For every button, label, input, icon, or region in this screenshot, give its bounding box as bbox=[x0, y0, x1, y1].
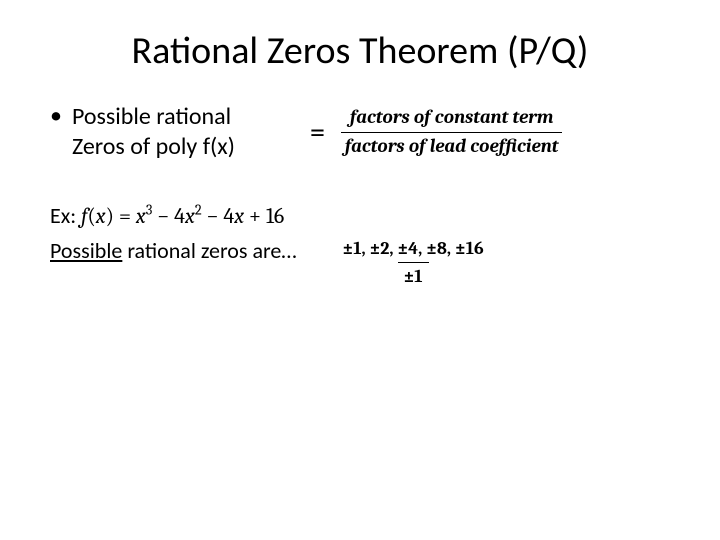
slide-title: Rational Zeros Theorem (P/Q) bbox=[50, 28, 670, 74]
poly-t2a: − 4 bbox=[152, 203, 185, 229]
example-label: Ex: bbox=[50, 202, 81, 229]
formula-numerator: factors of constant term bbox=[346, 106, 557, 132]
poly-close: ) = bbox=[106, 203, 136, 229]
result-numerator: ±1, ±2, ±4, ±8, ±16 bbox=[337, 237, 490, 262]
bullet-line2: Zeros of poly f(x) bbox=[72, 132, 235, 161]
possible-underline: Possible bbox=[50, 237, 122, 264]
bullet-marker: • bbox=[50, 102, 62, 131]
formula-fraction: factors of constant term factors of lead… bbox=[341, 106, 563, 159]
result-fraction: ±1, ±2, ±4, ±8, ±16 ±1 bbox=[337, 237, 490, 289]
poly-open: ( bbox=[87, 203, 95, 229]
poly-t3b: x bbox=[234, 203, 244, 229]
possible-label: Possible rational zeros are… bbox=[50, 237, 297, 264]
poly-t3: − 4 bbox=[202, 203, 235, 229]
result-denominator: ±1 bbox=[398, 262, 429, 288]
slide-content: • Possible rational Zeros of poly f(x) =… bbox=[50, 102, 670, 289]
bullet-text: Possible rational Zeros of poly f(x) bbox=[72, 102, 235, 162]
poly-t4: + 16 bbox=[244, 203, 284, 229]
poly-t2b: x bbox=[185, 203, 195, 229]
example-row: Ex: f(x) = x3 − 4x2 − 4x + 16 bbox=[50, 202, 670, 229]
definition-row: • Possible rational Zeros of poly f(x) =… bbox=[50, 102, 670, 162]
example-polynomial: f(x) = x3 − 4x2 − 4x + 16 bbox=[81, 203, 284, 229]
poly-x1: x bbox=[96, 203, 106, 229]
result-row: Possible rational zeros are… ±1, ±2, ±4,… bbox=[50, 237, 670, 289]
equals-sign: = bbox=[310, 114, 325, 151]
poly-t2c: 2 bbox=[195, 202, 202, 219]
slide: Rational Zeros Theorem (P/Q) • Possible … bbox=[0, 0, 720, 540]
bullet-line1: Possible rational bbox=[72, 102, 231, 131]
possible-rest: rational zeros are… bbox=[122, 237, 296, 264]
poly-t1a: x bbox=[136, 203, 146, 229]
formula-denominator: factors of lead coefficient bbox=[341, 132, 563, 159]
bullet-block: • Possible rational Zeros of poly f(x) bbox=[50, 102, 300, 162]
